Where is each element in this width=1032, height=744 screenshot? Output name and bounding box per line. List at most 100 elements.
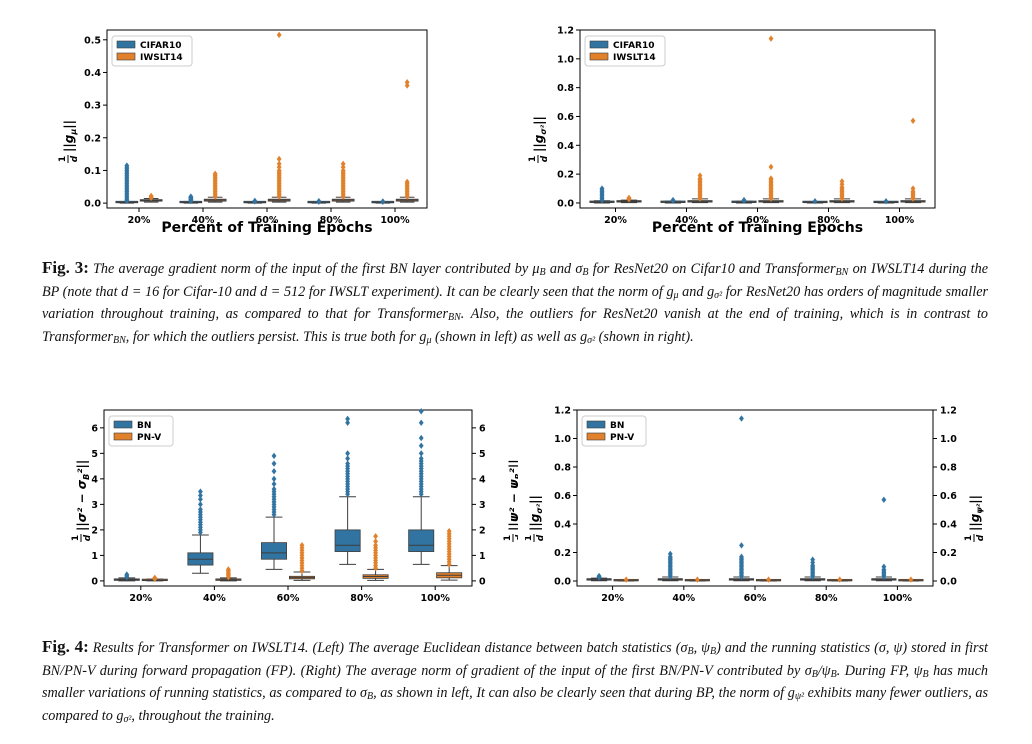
fig4-right-ytick-right-label: 0.4 xyxy=(940,520,957,531)
fig4-right-ytick-right-label: 1.0 xyxy=(940,434,957,445)
fig4-left-svg: 012345601234561d||ψ² − ψB²||1d||σ² − σB²… xyxy=(71,408,518,604)
outlier-point xyxy=(626,194,632,202)
fig3-right-ylabel: 1 d ||gσ²|| xyxy=(528,116,550,163)
fig4-right-ytick-label: 0.4 xyxy=(554,520,571,531)
cap3-t4: on IWSLT14 during the BP (note that xyxy=(42,261,989,300)
fig4-left-ytick-label: 3 xyxy=(91,500,98,511)
fig4-label: Fig. 4: xyxy=(42,637,89,656)
outlier-point xyxy=(418,419,424,427)
fig3-right-iwslt14-box-4 xyxy=(900,117,926,204)
fig3-right-svg: 0.0 0.2 0.4 0.6 0.8 1.0 1.2 1 d ||gσ²|| 20% 40% 60% 8… xyxy=(528,26,936,236)
outlier-point xyxy=(418,455,424,462)
cap3-gsig-sub: σ² xyxy=(714,289,723,301)
fig4-right-bn-box-3 xyxy=(800,556,826,582)
outlier-point xyxy=(446,527,452,535)
fig3-label: Fig. 3: xyxy=(42,258,89,277)
outlier-point xyxy=(768,35,774,42)
fig4-right-ytick-right-label: 0.2 xyxy=(940,548,957,559)
cap3-t11: (shown in left) as well as xyxy=(431,328,581,345)
outlier-point xyxy=(373,533,379,540)
outlier-point xyxy=(741,196,747,204)
fig4-right-bn-box-2 xyxy=(728,415,755,582)
fig4-right-legend-label-0: BN xyxy=(610,421,624,431)
outlier-point xyxy=(276,155,282,163)
cap4-t8: , as shown in left, It can also be clear… xyxy=(373,685,788,701)
fig3-left-xtick-label: 80% xyxy=(320,215,343,226)
cap4-t1: Results for Transformer on IWSLT14. (Lef… xyxy=(92,640,681,656)
outlier-point xyxy=(883,197,889,205)
outlier-point xyxy=(418,434,424,442)
cap4-t2: , xyxy=(693,640,702,656)
fig3-left-cifar10-box-1 xyxy=(179,193,203,205)
cap4-t7: has much smaller variations of running s… xyxy=(42,662,988,702)
fig3-left-legend-swatch-0 xyxy=(116,40,136,49)
cap3-d512: d = 512 xyxy=(260,283,306,300)
outlier-point xyxy=(271,460,277,467)
outlier-point xyxy=(768,163,774,171)
outlier-point xyxy=(152,574,158,582)
fig3-right-ylabel-num: 1 xyxy=(528,156,538,162)
fig4-right-ytick-right-label: 0.0 xyxy=(940,577,957,588)
fig4-left-ylabel-den: d xyxy=(83,534,93,541)
cap3-t6: for IWSLT experiment). It can be clearly… xyxy=(305,283,667,300)
fig3-right-xtick-label: 40% xyxy=(675,215,698,226)
fig4-right-legend-swatch-1 xyxy=(586,432,606,441)
fig3-left-ytick-label: 0.3 xyxy=(84,101,101,112)
outlier-point xyxy=(271,480,277,488)
outlier-point xyxy=(197,506,203,513)
cap3-d16: d = 16 xyxy=(121,283,160,300)
outlier-point xyxy=(271,467,277,475)
fig4-right-pn-v-box-3 xyxy=(827,576,853,583)
fig4-left-bn-box-2 xyxy=(261,452,288,570)
fig4-left-xtick-label: 80% xyxy=(350,593,373,604)
fig3-left-cifar10-box-4 xyxy=(371,198,395,206)
outlier-point xyxy=(418,442,424,449)
fig4-left-pn-v-box-2 xyxy=(288,541,315,581)
outlier-point xyxy=(373,538,379,545)
cap4-gs: g xyxy=(116,707,124,724)
fig3-right-iwslt14-box-0 xyxy=(616,194,642,204)
fig3-right-iwslt14-box-1 xyxy=(687,172,713,204)
fig4-right-xtick-label: 100% xyxy=(883,593,913,604)
outlier-point xyxy=(340,160,346,168)
cap3-sigma: σ xyxy=(575,261,583,277)
fig3-left-ylabel-num: 1 xyxy=(58,156,68,162)
fig3-left-ytick-label: 0.1 xyxy=(84,166,101,177)
fig4-left-ytick-right-label: 6 xyxy=(479,423,486,434)
fig4-right-ylabel-body: ||gσ²|| xyxy=(528,495,544,531)
outlier-point xyxy=(252,197,258,205)
outlier-point xyxy=(623,576,629,583)
outlier-point xyxy=(197,501,203,508)
fig4-left-ytick-label: 2 xyxy=(91,525,98,536)
cap4-pb3: ψ xyxy=(913,662,923,679)
fig4-caption: Fig. 4: Results for Transformer on IWSLT1… xyxy=(42,637,988,729)
outlier-point xyxy=(271,452,277,460)
outlier-point xyxy=(225,566,231,573)
fig4-left-ylabel-right-den: d xyxy=(515,534,518,541)
outlier-point xyxy=(404,79,410,86)
cap3-t8: for ResNet20 has orders of magnitude sma… xyxy=(42,283,989,323)
fig4-left-ylabel-right: 1d ||ψ² − ψB²|| xyxy=(503,459,518,542)
outlier-point xyxy=(316,197,322,205)
fig4-right-ylabel-den: d xyxy=(536,534,546,541)
fig3-left-svg: 0.0 0.1 0.2 0.3 0.4 0.5 1 d ||gμ|| 20% 40% 60% 80% 10… xyxy=(58,29,428,236)
fig3-right-iwslt14-box-2 xyxy=(758,35,784,204)
cap4-s: σ xyxy=(878,640,886,656)
cap4-sb3: σ xyxy=(360,685,368,701)
cap3-t2: and xyxy=(545,261,576,277)
cap3-gsig2-sub: σ² xyxy=(587,334,596,346)
cap4-t6: . During FP, xyxy=(836,662,914,679)
outlier-point xyxy=(739,542,744,549)
fig3-right-cifar10-box-0 xyxy=(589,185,615,204)
fig4-left-ylabel: 1 d ||σ² − σB²|| xyxy=(71,460,93,542)
outlier-point xyxy=(881,496,887,504)
fig3-right-cifar10-box-4 xyxy=(873,197,899,205)
outlier-point xyxy=(276,163,282,171)
cap4-t10: , throughout the training. xyxy=(131,707,275,724)
fig4-left-xtick-label: 100% xyxy=(421,593,451,604)
cap4-gp: g xyxy=(787,685,795,701)
fig3-right-chart: 0.0 0.2 0.4 0.6 0.8 1.0 1.2 1 d ||gσ²|| 20% 40% 60% 8… xyxy=(525,20,945,238)
fig4-right-ytick-label: 0.2 xyxy=(554,548,571,559)
outlier-point xyxy=(373,541,379,549)
fig4-right-ytick-label: 1.0 xyxy=(554,434,571,445)
